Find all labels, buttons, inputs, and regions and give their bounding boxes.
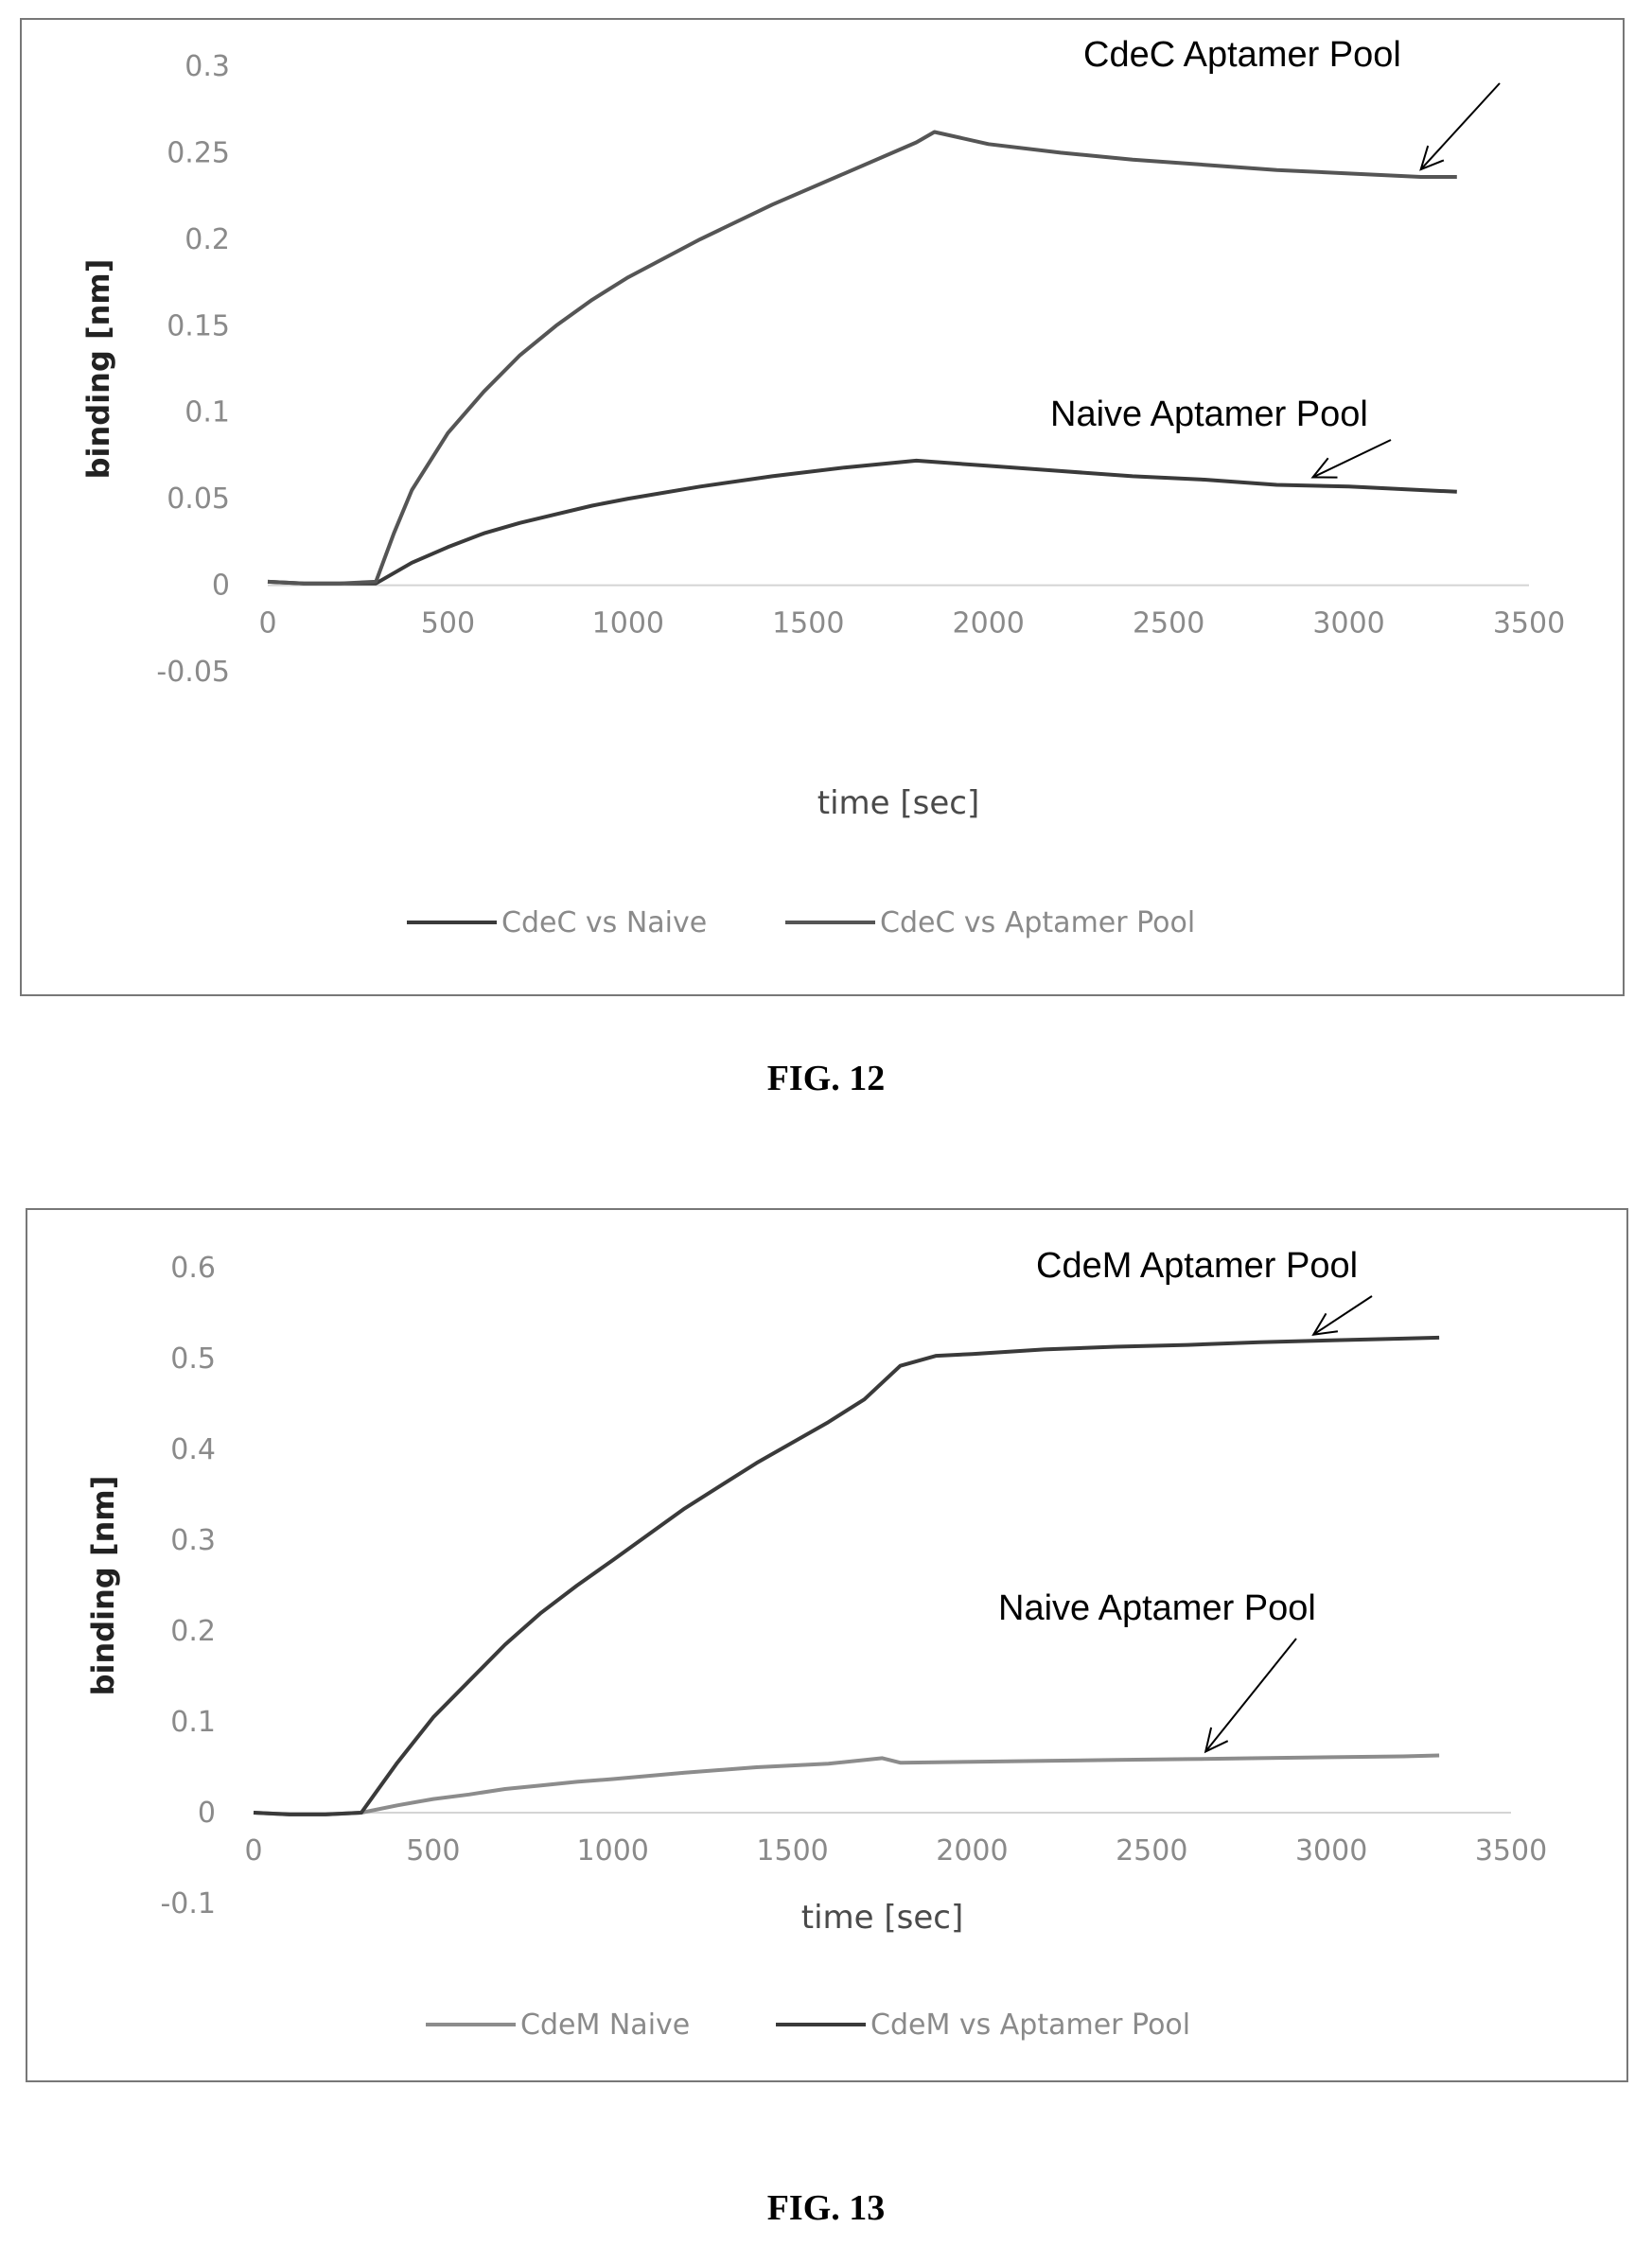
chart-frame	[26, 1208, 1628, 2082]
x-axis-title: time [sec]	[801, 1899, 963, 1937]
legend-label: CdeC vs Aptamer Pool	[880, 906, 1195, 939]
figure-13-panel: -0.1 0 0.1 0.2 0.3 0.4 0.5 0.6 0 500 1000 1500 2000 2…	[0, 1201, 1652, 2148]
x-tick-label: 3500	[1475, 1834, 1547, 1868]
figure-12-panel: -0.05 0 0.05 0.1 0.15 0.2 0.25 0.3 0 500 1000 1500 2…	[0, 0, 1652, 1022]
x-tick-label: 2500	[1116, 1834, 1187, 1868]
annotation-arrowhead	[1204, 1727, 1229, 1754]
x-tick-label: 500	[421, 607, 475, 640]
figure-12-caption: FIG. 12	[766, 1059, 886, 1098]
annotation-arrow	[1312, 439, 1392, 479]
x-tick-label: 1000	[577, 1834, 649, 1868]
x-axis-title: time [sec]	[817, 784, 979, 822]
y-tick-label: 0.15	[167, 309, 230, 342]
y-tick-label: 0.25	[167, 136, 230, 169]
legend-label: CdeM vs Aptamer Pool	[870, 2008, 1190, 2042]
y-axis-title: binding [nm]	[80, 259, 116, 480]
figure-13-caption: FIG. 13	[766, 2188, 886, 2228]
x-tick-label: 3000	[1312, 607, 1384, 640]
x-tick-label: 500	[406, 1834, 460, 1868]
legend-label: CdeM Naive	[520, 2008, 690, 2042]
annotation-arrowhead	[1311, 1312, 1339, 1336]
y-tick-label: 0.4	[170, 1433, 216, 1466]
legend-label: CdeC vs Naive	[501, 906, 707, 939]
y-tick-label: 0.05	[167, 482, 230, 516]
annotation-arrowhead	[1419, 145, 1445, 171]
y-tick-label: 0.1	[185, 396, 230, 430]
y-tick-label: 0.3	[185, 50, 230, 83]
y-tick-label: 0	[198, 1797, 216, 1830]
annotation-arrow	[1204, 1638, 1297, 1752]
annotation-label: CdeM Aptamer Pool	[1036, 1246, 1358, 1286]
y-tick-label: 0.3	[170, 1524, 216, 1557]
x-tick-label: 1500	[772, 607, 844, 640]
x-tick-label: 1500	[756, 1834, 828, 1868]
y-tick-label: 0.6	[170, 1252, 216, 1285]
annotation-label: CdeC Aptamer Pool	[1083, 35, 1401, 75]
y-tick-label: 0	[212, 570, 230, 603]
y-tick-label: -0.05	[156, 656, 230, 689]
x-tick-label: 2000	[953, 607, 1025, 640]
x-tick-label: 2500	[1133, 607, 1204, 640]
x-tick-label: 0	[244, 1834, 262, 1868]
annotation-label: Naive Aptamer Pool	[998, 1588, 1316, 1628]
x-tick-label: 3000	[1295, 1834, 1367, 1868]
y-tick-label: -0.1	[160, 1887, 216, 1921]
y-tick-label: 0.5	[170, 1342, 216, 1376]
x-tick-label: 2000	[936, 1834, 1008, 1868]
y-tick-label: 0.1	[170, 1706, 216, 1739]
annotation-arrow	[1312, 1295, 1373, 1336]
x-tick-label: 0	[258, 607, 276, 640]
annotation-arrowhead	[1310, 457, 1338, 479]
binding-chart-cdem: -0.1 0 0.1 0.2 0.3 0.4 0.5 0.6 0 500 1000 1500 2000 2…	[26, 1208, 1628, 2082]
series-line-2	[253, 1335, 1440, 1816]
x-tick-label: 3500	[1493, 607, 1565, 640]
series-line-2	[267, 130, 1457, 586]
x-tick-label: 1000	[592, 607, 664, 640]
series-line-1	[267, 458, 1457, 586]
y-axis-title: binding [nm]	[85, 1476, 121, 1696]
y-tick-label: 0.2	[170, 1615, 216, 1648]
binding-chart-cdec: -0.05 0 0.05 0.1 0.15 0.2 0.25 0.3 0 500 1000 1500 2…	[20, 18, 1625, 996]
series-line-1	[253, 1753, 1440, 1816]
chart-frame	[20, 18, 1625, 996]
annotation-label: Naive Aptamer Pool	[1050, 395, 1368, 434]
annotation-arrow	[1420, 82, 1501, 170]
y-tick-label: 0.2	[185, 223, 230, 256]
